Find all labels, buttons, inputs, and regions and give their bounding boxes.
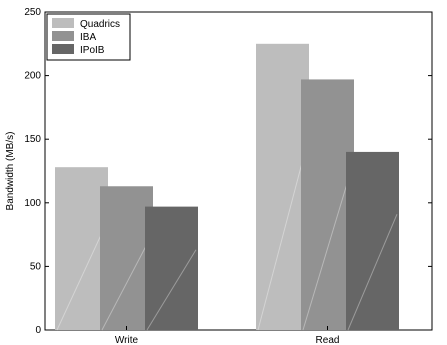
- bar-highlight: [257, 143, 308, 331]
- legend-swatch-quadrics: [52, 18, 74, 28]
- legend: Quadrics IBA IPoIB: [46, 13, 131, 61]
- plot-area: [44, 11, 433, 331]
- legend-label-iba: IBA: [80, 32, 96, 43]
- y-tick-label: 150: [24, 134, 41, 145]
- y-tick-label: 200: [24, 71, 41, 82]
- x-tick-label: Read: [316, 335, 340, 345]
- legend-label-quadrics: Quadrics: [80, 19, 120, 30]
- bar-highlight: [56, 223, 107, 331]
- y-tick-label: 250: [24, 7, 41, 18]
- bars: [55, 43, 399, 331]
- y-tick-label: 100: [24, 198, 41, 209]
- plot-frame: [44, 11, 433, 331]
- bar-ipoib-read: [346, 151, 399, 330]
- legend-label-ipoib: IPoIB: [80, 45, 105, 56]
- legend-swatch-ipoib: [52, 44, 74, 54]
- bar-quadrics-read: [256, 43, 309, 331]
- y-axis-label: Bandwidth (MB/s): [5, 132, 16, 211]
- bar-iba-write: [100, 186, 153, 330]
- x-tick-label: Write: [115, 335, 139, 345]
- bar-highlight: [347, 214, 398, 331]
- y-tick-label: 0: [35, 325, 41, 336]
- bar-highlight: [101, 236, 152, 331]
- legend-swatch-iba: [52, 31, 74, 41]
- bar-quadrics-write: [55, 167, 108, 330]
- bar-highlight: [146, 249, 197, 331]
- bar-highlight: [302, 166, 353, 331]
- bar-iba-read: [301, 79, 354, 330]
- y-tick-label: 50: [30, 261, 42, 272]
- bar-ipoib-write: [145, 206, 198, 330]
- axes: Write Read 0 50 100 150 200 250: [24, 7, 432, 345]
